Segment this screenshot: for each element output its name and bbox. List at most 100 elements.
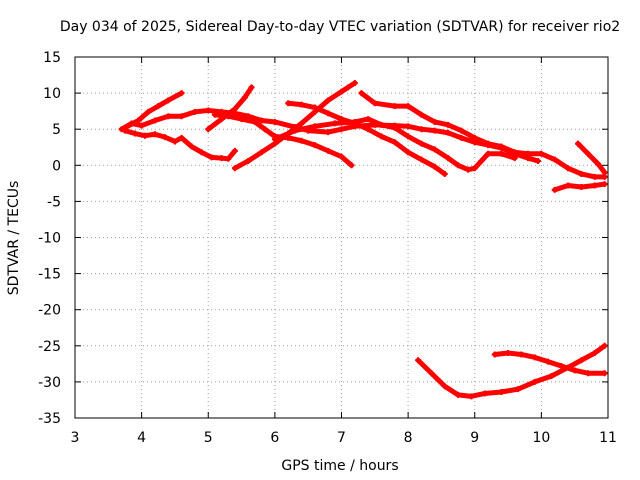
- data-point: [498, 389, 505, 396]
- y-tick-label: -30: [38, 375, 61, 391]
- data-point: [601, 370, 608, 377]
- data-point: [311, 142, 318, 149]
- data-point: [531, 354, 538, 361]
- x-tick-label: 5: [204, 430, 213, 446]
- data-point: [491, 351, 498, 358]
- x-tick-label: 8: [404, 430, 413, 446]
- y-tick-label: -25: [38, 339, 61, 355]
- y-tick-label: 5: [52, 122, 61, 138]
- data-point: [365, 126, 372, 133]
- data-point: [405, 103, 412, 110]
- data-point: [325, 129, 332, 136]
- data-point: [261, 126, 268, 133]
- data-point: [591, 350, 598, 357]
- data-point: [558, 363, 565, 370]
- data-point: [445, 155, 452, 162]
- data-point: [551, 156, 558, 163]
- data-point: [575, 140, 582, 147]
- series-track-11: [575, 140, 608, 176]
- data-point: [585, 150, 592, 157]
- data-point: [231, 165, 238, 172]
- data-point: [468, 393, 475, 400]
- data-point: [551, 186, 558, 193]
- data-point: [445, 129, 452, 136]
- data-point: [431, 163, 438, 170]
- data-point: [178, 134, 185, 141]
- data-point: [418, 156, 425, 163]
- data-point: [428, 370, 435, 377]
- data-point: [431, 118, 438, 125]
- series-track-13: [491, 350, 608, 377]
- data-point: [298, 137, 305, 144]
- data-point: [418, 111, 425, 118]
- x-tick-label: 3: [71, 430, 80, 446]
- x-tick-label: 7: [337, 430, 346, 446]
- data-point: [455, 162, 462, 169]
- data-point: [441, 383, 448, 390]
- data-point: [338, 153, 345, 160]
- series-track-8: [358, 90, 608, 180]
- data-point: [325, 110, 332, 117]
- series-line: [575, 141, 608, 176]
- data-point: [545, 358, 552, 365]
- data-point: [345, 84, 352, 91]
- data-point: [601, 342, 608, 349]
- data-point: [285, 100, 292, 107]
- data-point: [405, 149, 412, 156]
- plot-frame: [74, 56, 609, 419]
- data-point: [231, 105, 238, 112]
- data-point: [118, 126, 125, 133]
- data-point: [211, 111, 218, 118]
- data-point: [578, 183, 585, 190]
- data-point: [131, 130, 138, 137]
- data-point: [458, 127, 465, 134]
- y-tick-label: -15: [38, 267, 61, 283]
- data-point: [248, 84, 255, 91]
- data-point: [445, 121, 452, 128]
- data-point: [325, 97, 332, 104]
- data-point: [258, 149, 265, 156]
- data-point: [298, 101, 305, 108]
- data-point: [145, 108, 152, 115]
- y-tick-label: -5: [47, 194, 61, 210]
- y-tick-label: -20: [38, 303, 61, 319]
- data-point: [391, 103, 398, 110]
- data-point: [591, 173, 598, 180]
- x-tick-label: 10: [532, 430, 550, 446]
- data-point: [485, 150, 492, 157]
- data-point: [591, 182, 598, 189]
- data-point: [225, 113, 232, 120]
- data-point: [138, 122, 145, 129]
- data-point: [531, 378, 538, 385]
- series-track-6: [231, 79, 358, 172]
- data-point: [271, 118, 278, 125]
- data-point: [258, 117, 265, 124]
- data-point: [431, 127, 438, 134]
- data-point: [338, 126, 345, 133]
- data-point: [311, 123, 318, 130]
- data-point: [188, 143, 195, 150]
- y-tick-label: 10: [43, 86, 61, 102]
- data-point: [198, 149, 205, 156]
- grid: [75, 57, 608, 418]
- data-point: [518, 351, 525, 358]
- data-point: [325, 147, 332, 154]
- data-point: [525, 150, 532, 157]
- data-point: [171, 138, 178, 145]
- data-point: [595, 160, 602, 167]
- data-point: [371, 100, 378, 107]
- data-point: [391, 124, 398, 131]
- x-tick-label: 6: [270, 430, 279, 446]
- data-point: [298, 120, 305, 127]
- data-point: [441, 170, 448, 177]
- data-point: [431, 146, 438, 153]
- data-point: [498, 150, 505, 157]
- data-point: [405, 133, 412, 140]
- data-point: [378, 133, 385, 140]
- data-point: [585, 370, 592, 377]
- data-point: [338, 88, 345, 95]
- data-point: [331, 120, 338, 127]
- data-point: [271, 136, 278, 143]
